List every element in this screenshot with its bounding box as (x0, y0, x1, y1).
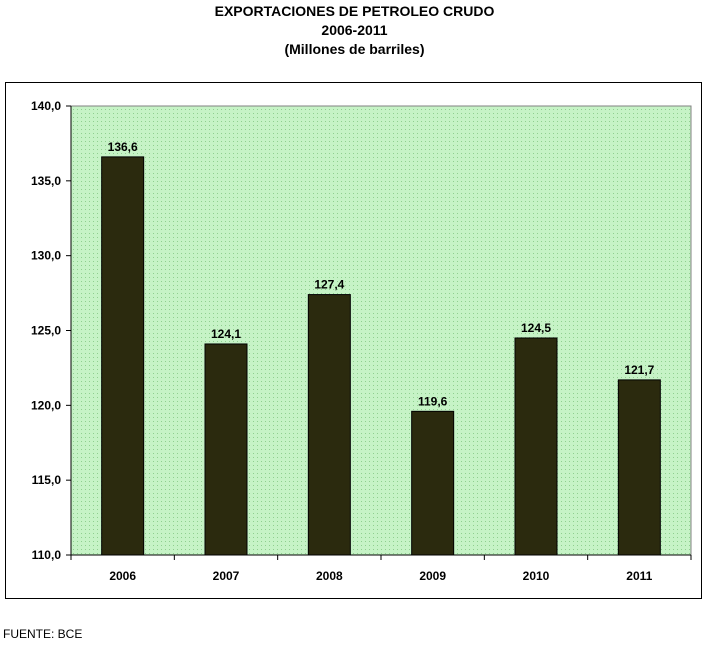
source-note: FUENTE: BCE (3, 627, 83, 641)
plot-area (70, 105, 692, 556)
x-tick-label: 2010 (523, 569, 550, 583)
y-tick-label: 135,0 (31, 174, 61, 188)
bar-2010 (514, 337, 558, 556)
x-tick-label: 2006 (109, 569, 136, 583)
bar-2006 (101, 156, 145, 556)
y-tick-label: 130,0 (31, 249, 61, 263)
data-label: 127,4 (314, 278, 344, 292)
y-tick-label: 110,0 (32, 548, 62, 562)
y-tick-label: 115,0 (32, 473, 62, 487)
x-tick-label: 2007 (213, 569, 240, 583)
bar-2009 (411, 410, 455, 556)
data-label: 119,6 (418, 394, 448, 408)
chart-title-block: EXPORTACIONES DE PETROLEO CRUDO 2006-201… (0, 2, 709, 59)
bar-2007 (204, 343, 248, 556)
y-tick-label: 125,0 (31, 324, 61, 338)
chart-subtitle: 2006-2011 (321, 22, 388, 38)
y-tick-label: 140,0 (31, 99, 61, 113)
data-label: 124,1 (211, 327, 241, 341)
data-label: 136,6 (108, 140, 138, 154)
x-tick-label: 2011 (626, 569, 652, 583)
chart-unit: (Millones de barriles) (284, 41, 425, 57)
data-label: 121,7 (624, 363, 654, 377)
bar-2008 (307, 294, 351, 556)
x-tick-label: 2008 (316, 569, 343, 583)
chart-title: EXPORTACIONES DE PETROLEO CRUDO (214, 3, 495, 19)
y-tick-label: 120,0 (31, 398, 61, 412)
bar-2011 (617, 379, 661, 556)
x-tick-label: 2009 (419, 569, 446, 583)
data-label: 124,5 (521, 321, 551, 335)
